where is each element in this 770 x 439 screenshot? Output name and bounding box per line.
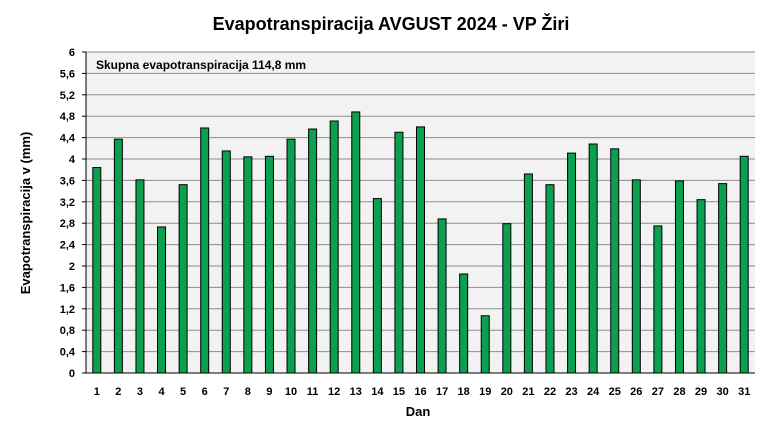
- x-tick-label: 3: [137, 386, 143, 398]
- bar: [178, 184, 188, 374]
- x-tick-label: 7: [223, 386, 229, 398]
- bar: [459, 273, 469, 374]
- y-tick-label: 0,8: [60, 325, 75, 337]
- x-tick-label: 24: [587, 386, 600, 398]
- y-tick-label: 3,2: [60, 197, 75, 209]
- x-tick-label: 5: [180, 386, 186, 398]
- bar: [610, 148, 620, 374]
- x-tick-label: 20: [501, 386, 513, 398]
- y-tick-label: 3,6: [60, 175, 75, 187]
- y-axis-title: Evapotranspiracija v (mm): [18, 132, 33, 295]
- x-tick-label: 9: [266, 386, 272, 398]
- x-tick-label: 30: [717, 386, 729, 398]
- x-tick-label: 8: [245, 386, 251, 398]
- bar: [631, 179, 641, 374]
- bar: [718, 183, 728, 374]
- y-tick-label: 1,2: [60, 304, 75, 316]
- x-tick-label: 23: [565, 386, 577, 398]
- y-tick-label: 5,2: [60, 90, 75, 102]
- x-tick-label: 11: [307, 386, 319, 398]
- y-tick-label: 6: [69, 47, 75, 59]
- y-axis-ticks: 0 0,4 0,8 1,2 1,6 2 2,4 2,8 3,2 3,6 4 4,4 4,8 5,2 5,6 6: [60, 47, 76, 380]
- bar: [502, 223, 512, 374]
- x-tick-label: 29: [695, 386, 707, 398]
- bar: [308, 128, 318, 374]
- bar: [243, 156, 253, 374]
- y-tick-label: 2,8: [60, 218, 75, 230]
- x-tick-label: 16: [414, 386, 426, 398]
- bar: [113, 138, 123, 374]
- bar: [135, 179, 145, 374]
- x-tick-label: 21: [522, 386, 534, 398]
- x-tick-label: 2: [115, 386, 121, 398]
- bar: [157, 226, 167, 374]
- bar: [394, 131, 404, 374]
- x-tick-label: 25: [609, 386, 621, 398]
- bar: [674, 180, 684, 374]
- x-tick-label: 4: [158, 386, 165, 398]
- x-axis-title: Dan: [406, 404, 431, 419]
- bar: [739, 155, 749, 374]
- total-annotation: Skupna evapotranspiracija 114,8 mm: [96, 58, 306, 72]
- x-tick-label: 22: [544, 386, 556, 398]
- bar: [372, 198, 382, 374]
- x-tick-label: 28: [673, 386, 685, 398]
- x-tick-label: 12: [328, 386, 340, 398]
- x-axis-ticks: 1 2 3 4 5 6 7 8 9 10 11 12 13 14 15 16 17 18 19 20 21 22 23 24 2…: [94, 386, 751, 398]
- chart-title: Evapotranspiracija AVGUST 2024 - VP Žiri: [213, 13, 570, 34]
- bar: [416, 126, 425, 374]
- x-tick-label: 13: [350, 386, 362, 398]
- bar: [696, 199, 706, 374]
- bar: [351, 111, 361, 374]
- bar: [329, 120, 339, 374]
- bar: [567, 152, 577, 374]
- bar: [545, 184, 555, 374]
- bar: [264, 155, 274, 374]
- bar: [200, 127, 210, 374]
- x-tick-label: 17: [436, 386, 448, 398]
- y-tick-label: 5,6: [60, 68, 75, 80]
- y-tick-label: 2,4: [60, 240, 76, 252]
- bar: [480, 315, 490, 374]
- bars: [92, 111, 749, 374]
- bar: [286, 138, 296, 374]
- x-tick-label: 19: [479, 386, 491, 398]
- bar: [523, 173, 533, 374]
- x-tick-label: 26: [630, 386, 642, 398]
- bar: [92, 167, 102, 374]
- y-tick-label: 0,4: [60, 347, 76, 359]
- bar: [653, 225, 663, 374]
- bar: [437, 218, 447, 374]
- x-tick-label: 18: [458, 386, 470, 398]
- x-tick-label: 1: [94, 386, 100, 398]
- y-tick-label: 2: [69, 261, 75, 273]
- y-tick-label: 1,6: [60, 282, 75, 294]
- x-tick-label: 27: [652, 386, 664, 398]
- y-tick-label: 4,8: [60, 111, 75, 123]
- bar: [221, 150, 231, 374]
- x-tick-label: 14: [371, 386, 384, 398]
- y-tick-label: 4,4: [60, 133, 76, 145]
- x-tick-label: 6: [202, 386, 208, 398]
- y-tick-label: 4: [69, 154, 76, 166]
- y-tick-label: 0: [69, 368, 75, 380]
- x-tick-label: 10: [285, 386, 297, 398]
- bar: [588, 143, 598, 374]
- x-tick-label: 31: [738, 386, 750, 398]
- x-tick-label: 15: [393, 386, 405, 398]
